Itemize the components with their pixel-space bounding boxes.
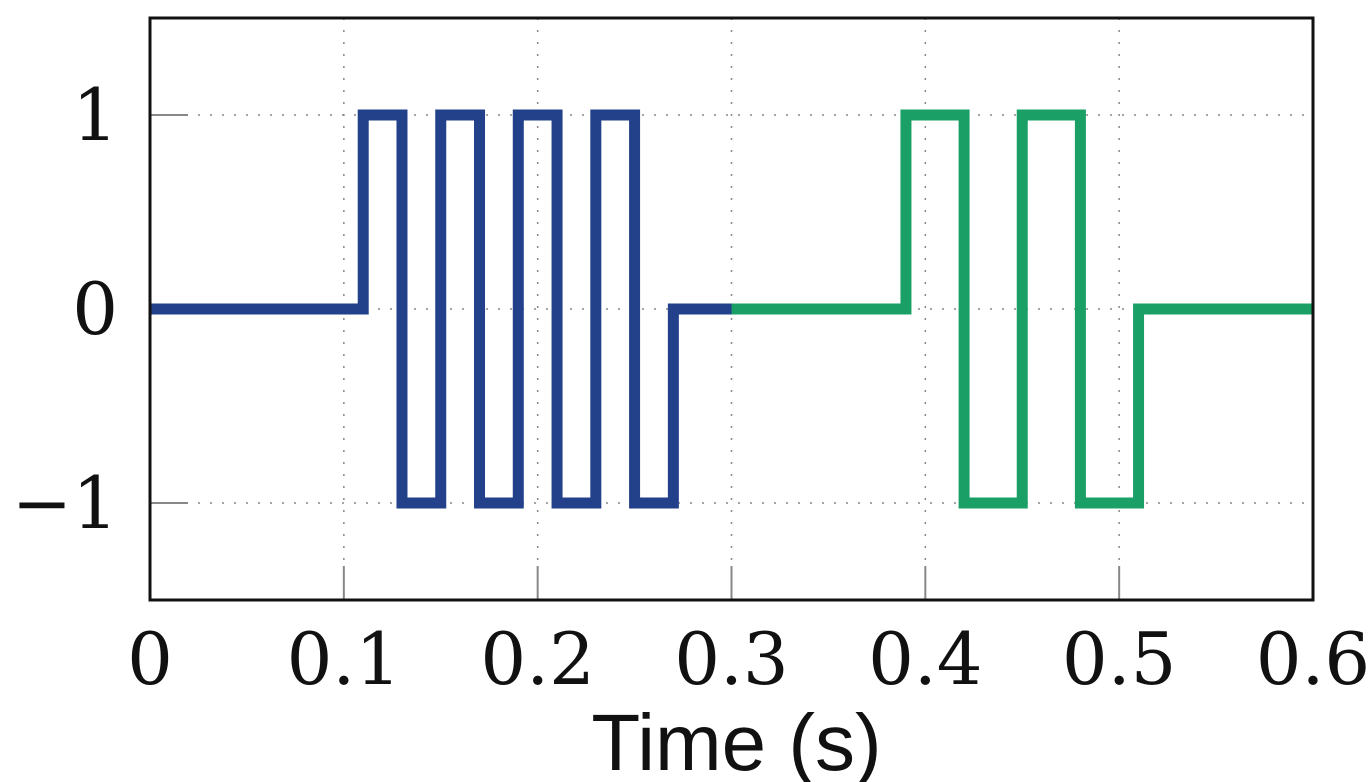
series-group [150,109,1313,509]
plot-frame [148,16,1315,602]
x-tick-label: 0.4 [868,617,983,701]
y-tick-label: 0 [72,267,118,351]
y-tick-label: 1 [72,73,118,157]
x-tick-label: 0.3 [674,617,789,701]
x-axis-title: Time (s) [591,698,881,782]
y-tick-labels: 1 0 −1 [12,73,118,545]
x-tick-label: 0.1 [287,617,402,701]
x-tick-label: 0.5 [1062,617,1177,701]
series-line-2 [731,109,1313,509]
x-tick-labels: 0 0.1 0.2 0.3 0.4 0.5 0.6 [127,617,1370,701]
x-tick-label: 0.2 [480,617,595,701]
x-tick-label: 0 [127,617,173,701]
y-tick-label: −1 [12,461,118,545]
x-tick-label: 0.6 [1256,617,1370,701]
series-line-1 [150,109,732,509]
